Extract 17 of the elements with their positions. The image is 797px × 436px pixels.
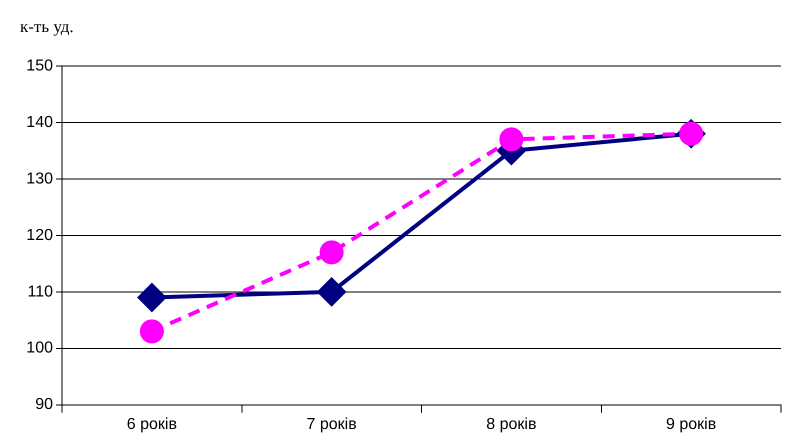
y-tick-label: 130 <box>26 170 54 188</box>
point <box>138 284 166 312</box>
y-axis-title: к-ть уд. <box>20 17 74 36</box>
y-tick-label: 110 <box>27 283 54 300</box>
y-tick-label: 100 <box>26 340 54 357</box>
point <box>318 278 346 306</box>
point <box>499 127 524 152</box>
x-tick-label: 9 років <box>666 416 716 433</box>
x-tick-label: 7 років <box>306 416 357 433</box>
point <box>320 240 344 264</box>
y-tick-label: 120 <box>26 226 54 244</box>
x-tick-label: 6 років <box>126 416 177 433</box>
y-tick-label: 140 <box>26 114 54 131</box>
point <box>140 319 164 344</box>
y-tick-label: 150 <box>26 57 54 74</box>
x-tick-label: 8 років <box>486 416 536 433</box>
y-tick-label: 90 <box>35 396 54 414</box>
